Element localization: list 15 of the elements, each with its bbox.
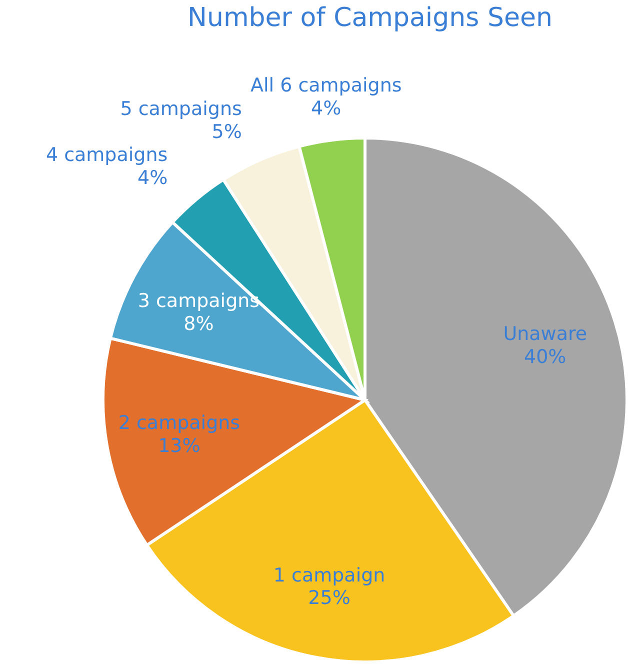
data-label: 4% [311,97,342,120]
data-label: 4% [138,166,168,189]
slice-label: 5 campaigns [120,98,242,120]
slice-label: All 6 campaigns [250,74,402,97]
chart-title: Number of Campaigns Seen [188,3,552,33]
data-label: 8% [184,312,214,335]
data-label: 25% [308,587,350,610]
slice-label: 3 campaigns [138,290,260,312]
data-label: 13% [158,434,200,457]
slice-label: Unaware [503,323,588,346]
slice-label: 1 campaign [273,564,386,586]
data-label: 5% [212,120,242,143]
slice-label: 4 campaigns [46,144,168,166]
data-label: 40% [524,346,566,368]
slice-label: 2 campaigns [118,412,240,434]
